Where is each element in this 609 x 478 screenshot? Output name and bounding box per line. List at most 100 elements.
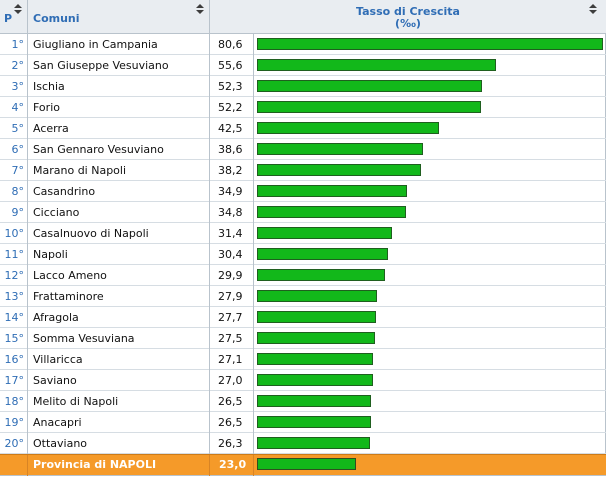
comune-name-cell: Casalnuovo di Napoli xyxy=(28,223,210,244)
growth-bar-cell xyxy=(254,76,606,97)
table-row: 11° Napoli 30,4 xyxy=(0,244,606,265)
comune-name-cell: Afragola xyxy=(28,307,210,328)
growth-rate-column-header[interactable]: Tasso di Crescita (‰) xyxy=(210,0,606,34)
sort-arrows-icon[interactable] xyxy=(196,4,204,16)
table-row: 9° Cicciano 34,8 xyxy=(0,202,606,223)
growth-bar xyxy=(257,416,371,428)
province-name-cell: Provincia di NAPOLI xyxy=(28,455,210,476)
growth-bar-cell xyxy=(254,223,606,244)
rank-cell: 13° xyxy=(0,286,28,307)
growth-bar xyxy=(257,227,392,239)
growth-value-cell: 38,2 xyxy=(210,160,254,181)
growth-bar-cell xyxy=(254,307,606,328)
province-bar-cell xyxy=(254,455,606,476)
growth-value-cell: 26,5 xyxy=(210,412,254,433)
growth-value-cell: 30,4 xyxy=(210,244,254,265)
table-row: 8° Casandrino 34,9 xyxy=(0,181,606,202)
comune-name-cell: San Gennaro Vesuviano xyxy=(28,139,210,160)
growth-value-cell: 26,5 xyxy=(210,391,254,412)
rank-cell: 6° xyxy=(0,139,28,160)
growth-value-cell: 31,4 xyxy=(210,223,254,244)
table-row: 15° Somma Vesuviana 27,5 xyxy=(0,328,606,349)
growth-bar-cell xyxy=(254,97,606,118)
growth-bar-cell xyxy=(254,202,606,223)
growth-value-cell: 34,8 xyxy=(210,202,254,223)
growth-value-cell: 27,5 xyxy=(210,328,254,349)
table-row: 16° Villaricca 27,1 xyxy=(0,349,606,370)
growth-bar-cell xyxy=(254,160,606,181)
growth-bar xyxy=(257,290,377,302)
comuni-column-label: Comuni xyxy=(33,12,80,25)
comune-name-cell: Acerra xyxy=(28,118,210,139)
province-value-cell: 23,0 xyxy=(210,455,254,476)
growth-bar-cell xyxy=(254,55,606,76)
growth-value-cell: 52,2 xyxy=(210,97,254,118)
rank-cell: 15° xyxy=(0,328,28,349)
table-row: 13° Frattaminore 27,9 xyxy=(0,286,606,307)
comune-name-cell: Marano di Napoli xyxy=(28,160,210,181)
growth-bar xyxy=(257,38,603,50)
growth-bar xyxy=(257,101,481,113)
growth-bar xyxy=(257,59,496,71)
rank-cell: 8° xyxy=(0,181,28,202)
growth-bar xyxy=(257,437,370,449)
comune-name-cell: Melito di Napoli xyxy=(28,391,210,412)
growth-bar-cell xyxy=(254,370,606,391)
table-header: P Comuni Tasso di Crescita (‰) xyxy=(0,0,606,34)
growth-bar xyxy=(257,164,421,176)
comune-name-cell: Ischia xyxy=(28,76,210,97)
growth-bar-cell xyxy=(254,328,606,349)
table-body: 1° Giugliano in Campania 80,6 2° San Giusepp… xyxy=(0,34,606,454)
comune-name-cell: Casandrino xyxy=(28,181,210,202)
rank-column-header[interactable]: P xyxy=(0,0,28,34)
growth-bar xyxy=(257,185,407,197)
rank-column-label: P xyxy=(4,12,13,25)
growth-value-cell: 26,3 xyxy=(210,433,254,454)
table-row: 7° Marano di Napoli 38,2 xyxy=(0,160,606,181)
growth-rate-unit-label: (‰) xyxy=(395,17,421,30)
growth-bar-cell xyxy=(254,391,606,412)
growth-bar xyxy=(257,269,385,281)
growth-bar xyxy=(257,206,406,218)
comune-name-cell: San Giuseppe Vesuviano xyxy=(28,55,210,76)
growth-value-cell: 52,3 xyxy=(210,76,254,97)
growth-rate-column-label: Tasso di Crescita xyxy=(356,5,460,18)
table-row: 2° San Giuseppe Vesuviano 55,6 xyxy=(0,55,606,76)
comuni-column-header[interactable]: Comuni xyxy=(28,0,210,34)
growth-bar xyxy=(257,80,482,92)
table-row: 5° Acerra 42,5 xyxy=(0,118,606,139)
comune-name-cell: Cicciano xyxy=(28,202,210,223)
growth-value-cell: 27,9 xyxy=(210,286,254,307)
growth-bar-cell xyxy=(254,349,606,370)
rank-cell: 4° xyxy=(0,97,28,118)
comune-name-cell: Napoli xyxy=(28,244,210,265)
table-row: 19° Anacapri 26,5 xyxy=(0,412,606,433)
sort-arrows-icon[interactable] xyxy=(14,4,22,16)
comune-name-cell: Somma Vesuviana xyxy=(28,328,210,349)
province-growth-bar xyxy=(257,458,356,470)
growth-value-cell: 42,5 xyxy=(210,118,254,139)
growth-bar-cell xyxy=(254,181,606,202)
table-row: 14° Afragola 27,7 xyxy=(0,307,606,328)
table-row: 4° Forio 52,2 xyxy=(0,97,606,118)
growth-bar-cell xyxy=(254,433,606,454)
rank-cell: 7° xyxy=(0,160,28,181)
growth-bar xyxy=(257,143,423,155)
sort-arrows-icon[interactable] xyxy=(589,4,597,16)
table-row: 17° Saviano 27,0 xyxy=(0,370,606,391)
table-row: 12° Lacco Ameno 29,9 xyxy=(0,265,606,286)
comune-name-cell: Lacco Ameno xyxy=(28,265,210,286)
rank-cell: 5° xyxy=(0,118,28,139)
growth-bar xyxy=(257,374,373,386)
table-row: 20° Ottaviano 26,3 xyxy=(0,433,606,454)
growth-value-cell: 27,7 xyxy=(210,307,254,328)
growth-bar xyxy=(257,311,376,323)
comune-name-cell: Forio xyxy=(28,97,210,118)
table-row: 18° Melito di Napoli 26,5 xyxy=(0,391,606,412)
rank-cell: 2° xyxy=(0,55,28,76)
rank-cell: 10° xyxy=(0,223,28,244)
rank-cell: 14° xyxy=(0,307,28,328)
rank-cell: 20° xyxy=(0,433,28,454)
table-row: 1° Giugliano in Campania 80,6 xyxy=(0,34,606,55)
